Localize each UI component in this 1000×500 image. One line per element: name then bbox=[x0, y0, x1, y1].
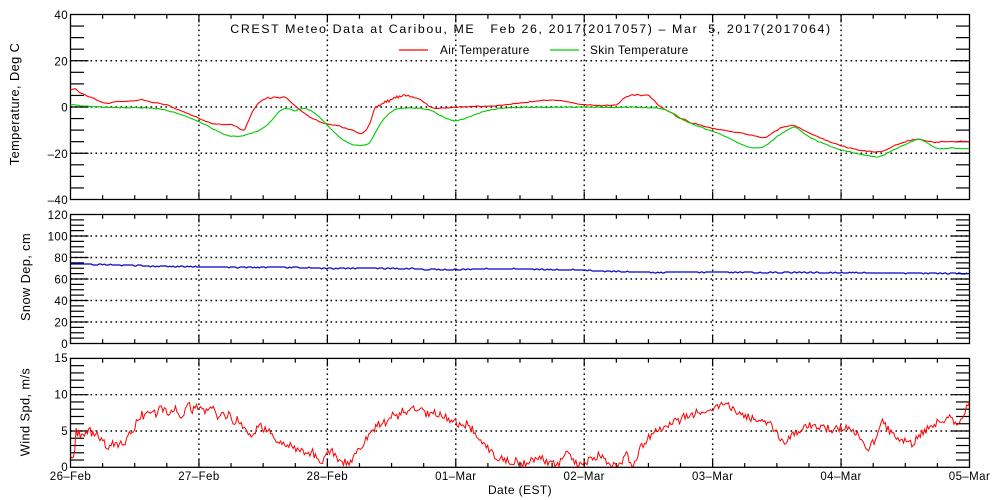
svg-text:120: 120 bbox=[48, 210, 68, 222]
svg-text:0: 0 bbox=[61, 462, 68, 474]
svg-text:Snow Dep, cm: Snow Dep, cm bbox=[18, 233, 33, 321]
svg-text:5: 5 bbox=[61, 426, 68, 438]
svg-text:15: 15 bbox=[54, 353, 68, 365]
svg-text:27–Feb: 27–Feb bbox=[178, 471, 219, 483]
svg-text:01–Mar: 01–Mar bbox=[435, 471, 476, 483]
svg-text:20: 20 bbox=[54, 56, 68, 68]
svg-text:–40: –40 bbox=[48, 195, 68, 207]
svg-text:Air Temperature: Air Temperature bbox=[440, 43, 530, 57]
svg-text:Wind Spd, m/s: Wind Spd, m/s bbox=[18, 368, 33, 456]
svg-text:03–Mar: 03–Mar bbox=[692, 471, 733, 483]
svg-text:0: 0 bbox=[61, 339, 68, 351]
svg-text:0: 0 bbox=[61, 103, 68, 115]
svg-text:40: 40 bbox=[54, 296, 68, 308]
svg-text:04–Mar: 04–Mar bbox=[820, 471, 861, 483]
svg-text:28–Feb: 28–Feb bbox=[307, 471, 348, 483]
svg-text:20: 20 bbox=[54, 318, 68, 330]
svg-text:10: 10 bbox=[54, 390, 68, 402]
svg-text:Temperature, Deg C: Temperature, Deg C bbox=[7, 43, 22, 165]
svg-text:40: 40 bbox=[54, 10, 68, 22]
svg-text:60: 60 bbox=[54, 275, 68, 287]
svg-text:CREST Meteo Data at Caribou, M: CREST Meteo Data at Caribou, ME Feb 26, … bbox=[230, 22, 831, 36]
svg-text:–20: –20 bbox=[48, 149, 68, 161]
svg-text:02–Mar: 02–Mar bbox=[564, 471, 605, 483]
svg-text:100: 100 bbox=[48, 232, 68, 244]
svg-text:05–Mar: 05–Mar bbox=[949, 471, 990, 483]
svg-text:Date (EST): Date (EST) bbox=[488, 483, 552, 497]
svg-text:Skin Temperature: Skin Temperature bbox=[590, 43, 689, 57]
svg-text:26–Feb: 26–Feb bbox=[50, 471, 91, 483]
svg-text:80: 80 bbox=[54, 253, 68, 265]
